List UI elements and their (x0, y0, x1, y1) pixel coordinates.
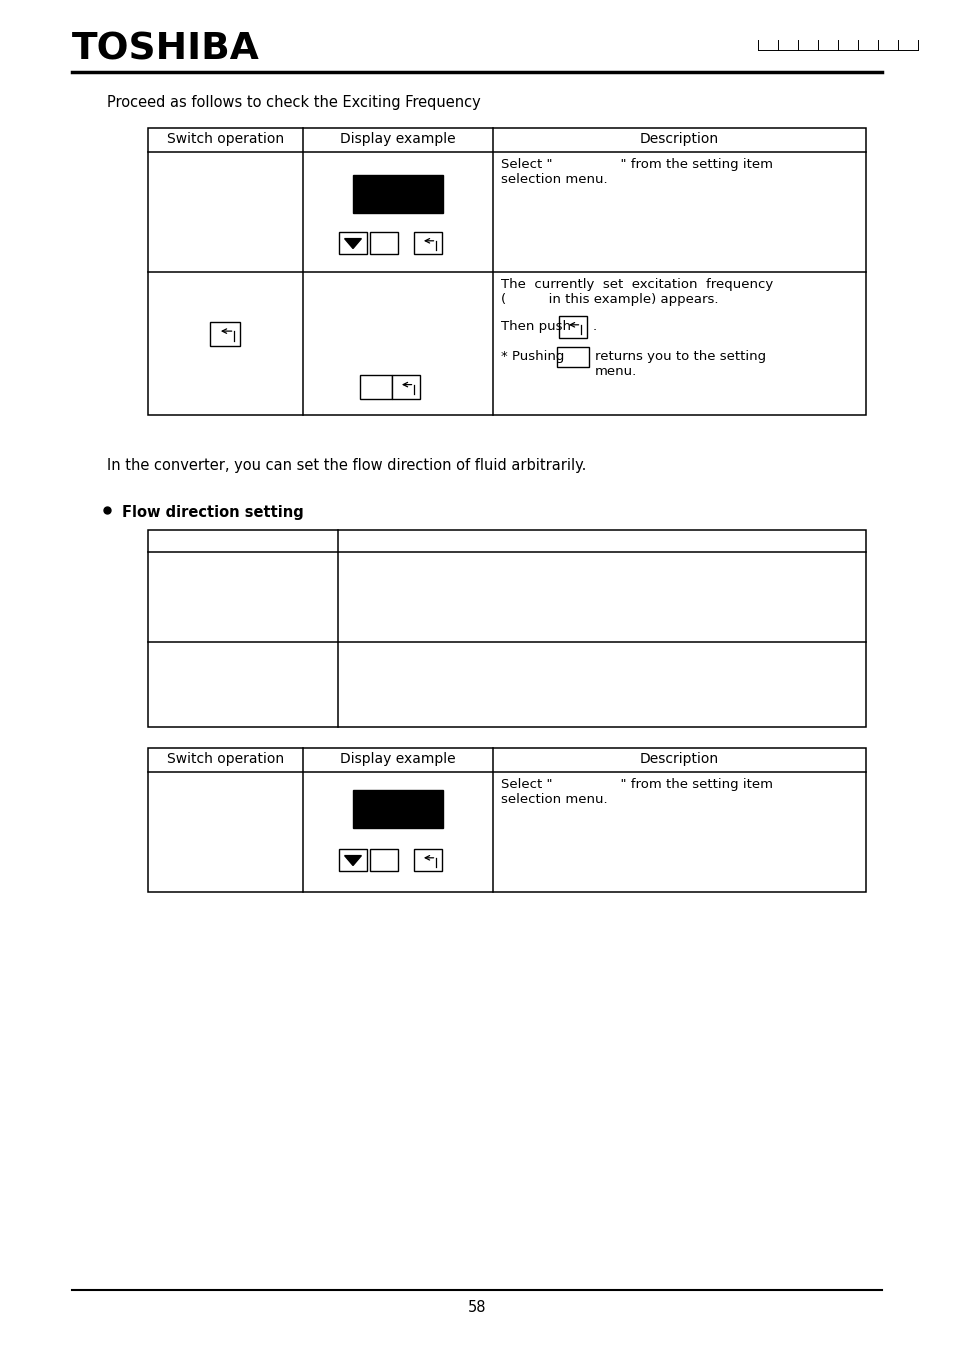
Text: Display example: Display example (340, 752, 456, 765)
Bar (338, 849, 367, 871)
Bar (414, 849, 441, 871)
Bar (353, 790, 442, 828)
Bar (392, 375, 419, 400)
Bar (414, 232, 441, 254)
Bar (148, 128, 865, 414)
Polygon shape (344, 239, 361, 248)
Text: TOSHIBA: TOSHIBA (71, 32, 259, 68)
Text: 58: 58 (467, 1300, 486, 1315)
Text: Proceed as follows to check the Exciting Frequency: Proceed as follows to check the Exciting… (107, 95, 480, 109)
Bar (338, 232, 367, 254)
Text: Switch operation: Switch operation (167, 752, 284, 765)
Text: Description: Description (639, 752, 719, 765)
Text: Description: Description (639, 132, 719, 146)
Bar (148, 531, 865, 728)
Text: In the converter, you can set the flow direction of fluid arbitrarily.: In the converter, you can set the flow d… (107, 458, 586, 472)
Text: returns you to the setting
menu.: returns you to the setting menu. (595, 350, 765, 378)
Text: Switch operation: Switch operation (167, 132, 284, 146)
Bar (359, 375, 392, 400)
Text: * Pushing: * Pushing (500, 350, 564, 363)
Text: Flow direction setting: Flow direction setting (122, 505, 303, 520)
Text: .: . (593, 320, 597, 333)
Bar (148, 748, 865, 892)
Bar (558, 316, 586, 338)
Text: The  currently  set  excitation  frequency
(          in this example) appears.: The currently set excitation frequency (… (500, 278, 773, 306)
Text: Display example: Display example (340, 132, 456, 146)
Polygon shape (344, 856, 361, 865)
Text: Select "                " from the setting item
selection menu.: Select " " from the setting item selecti… (500, 778, 772, 806)
Text: Then push: Then push (500, 320, 571, 333)
Bar (557, 347, 588, 367)
Text: Select "                " from the setting item
selection menu.: Select " " from the setting item selecti… (500, 158, 772, 186)
Bar (370, 849, 397, 871)
Bar (211, 321, 240, 346)
Bar (353, 176, 442, 213)
Bar (370, 232, 397, 254)
